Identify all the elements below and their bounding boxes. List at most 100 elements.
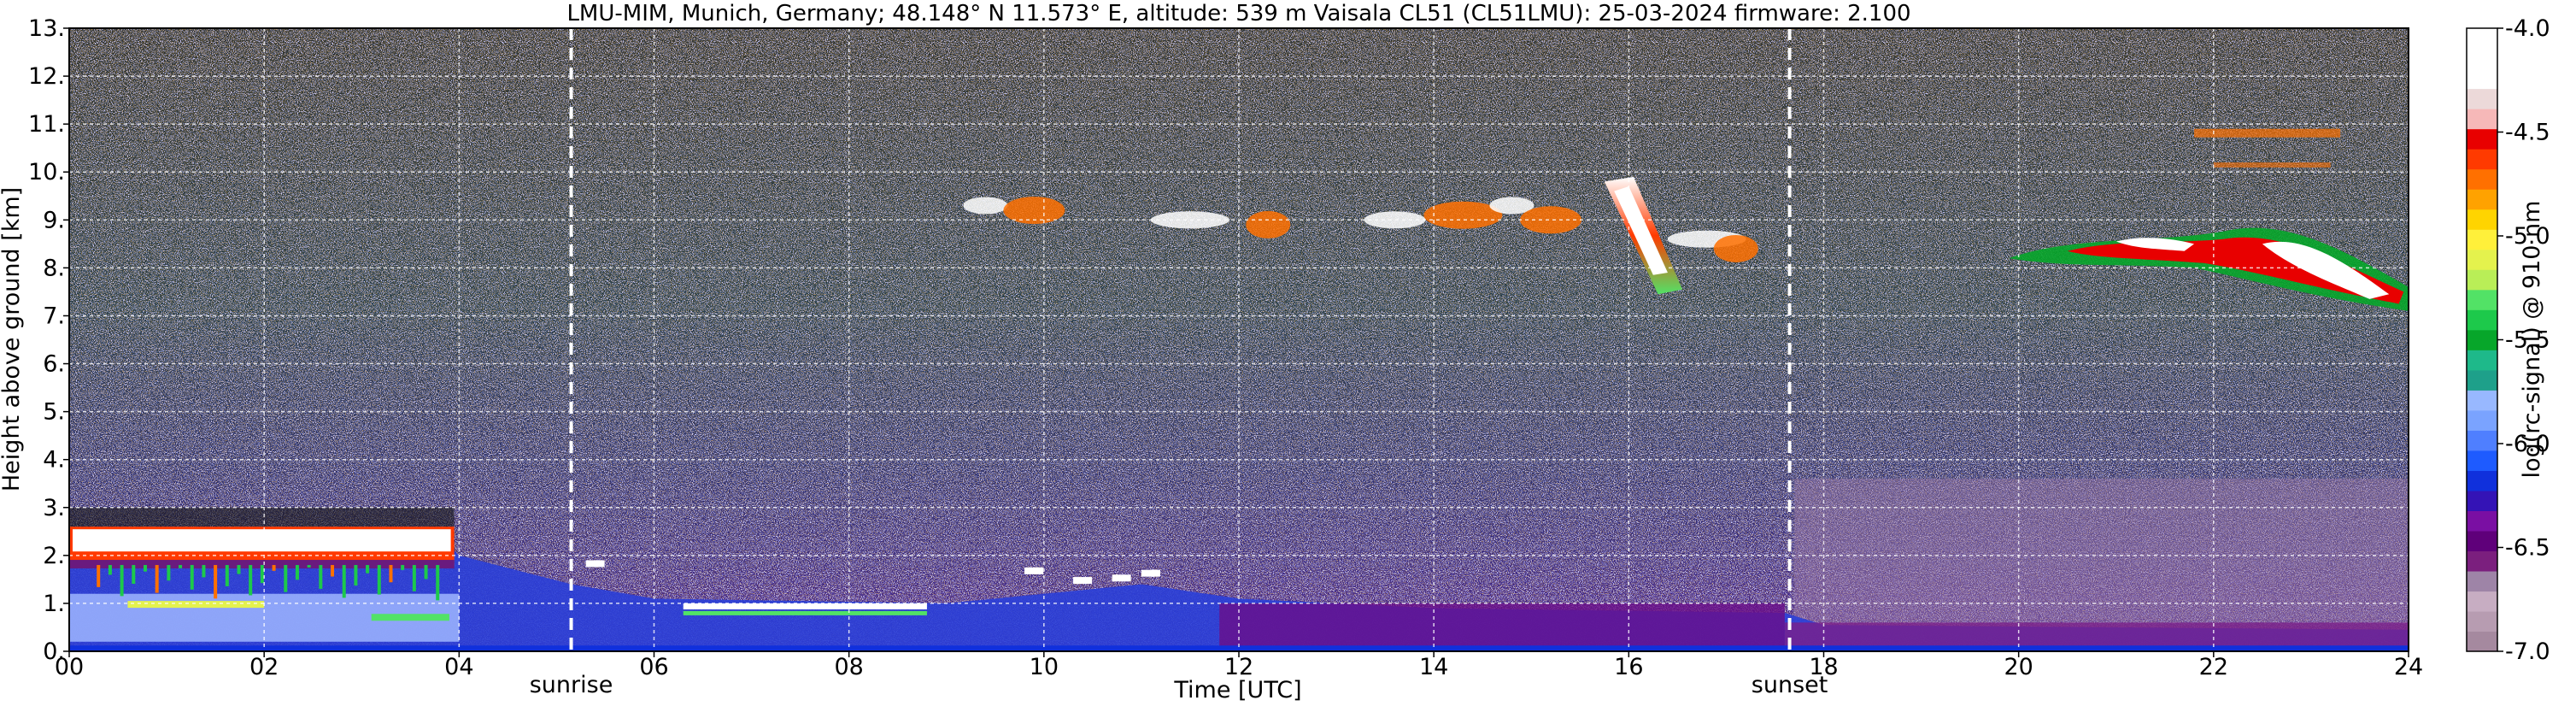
nocturnal-layer [1784, 622, 2409, 650]
colorbar-tick-label: -5.5 [2505, 327, 2550, 354]
colorbar-segment [2467, 249, 2497, 270]
colorbar-segment [2467, 229, 2497, 250]
cloud-speck [1024, 567, 1044, 574]
colorbar-segment [2467, 168, 2497, 190]
cirrus-patch [1713, 234, 1758, 262]
x-tick-label: 06 [639, 654, 668, 680]
colorbar-segment [2467, 490, 2497, 511]
dark-band-morning [69, 507, 455, 527]
colorbar-segment [2467, 149, 2497, 170]
cirrus-patch [963, 197, 1008, 215]
y-tick-label: 5. [43, 399, 65, 426]
colorbar-tick-label: -4.5 [2505, 120, 2550, 146]
low-layer-morning [127, 601, 265, 609]
high-cirrus-line [2194, 128, 2341, 138]
cirrus-patch [1423, 201, 1503, 229]
cirrus-patch [1003, 197, 1065, 225]
colorbar-segment [2467, 309, 2497, 331]
colorbar-segment [2467, 570, 2497, 592]
colorbar-tick-label: -7.0 [2505, 638, 2550, 665]
y-tick-label: 10. [28, 159, 65, 185]
y-tick-label: 6. [43, 351, 65, 378]
low-cloud-morning-rim [683, 610, 927, 615]
y-tick-label: 8. [43, 255, 65, 281]
x-tick-label: 20 [2004, 654, 2033, 680]
colorbar-segment [2467, 68, 2497, 90]
colorbar-segment [2467, 450, 2497, 471]
colorbar-segment [2467, 470, 2497, 491]
low-layer-morning-2 [371, 614, 449, 621]
colorbar-segment [2467, 631, 2497, 652]
colorbar-segment [2467, 128, 2497, 150]
colorbar-segment [2467, 369, 2497, 391]
colorbar-segment [2467, 390, 2497, 411]
colorbar-segment [2467, 109, 2497, 130]
colorbar-segment [2467, 409, 2497, 431]
cloud-speck [1073, 577, 1093, 585]
x-tick-label: 00 [55, 654, 84, 680]
y-tick-label: 3. [43, 495, 65, 521]
high-cirrus-line-2 [2213, 162, 2331, 168]
cirrus-streak-core [1614, 186, 1668, 275]
low-cloud-morning [683, 603, 927, 609]
y-axis-ticks: 0. 1. 2. 3. 4. 5. 6. 7. 8. 9. 10. 11. 12. 13. [28, 15, 69, 665]
x-tick-label: 12 [1224, 654, 1253, 680]
colorbar-segment [2467, 350, 2497, 371]
x-tick-label: 18 [1809, 654, 1838, 680]
colorbar-tick-label: -5.0 [2505, 223, 2550, 250]
colorbar-segment [2467, 430, 2497, 451]
y-tick-label: 0. [43, 638, 65, 665]
x-tick-label: 10 [1030, 654, 1059, 680]
x-tick-label: 08 [834, 654, 863, 680]
aerosol-base [69, 560, 455, 569]
grid-lines [69, 28, 2409, 651]
colorbar-segment [2467, 48, 2497, 69]
x-tick-label: 14 [1419, 654, 1448, 680]
boundary-layer-purple [1219, 603, 1785, 647]
colorbar-segment [2467, 610, 2497, 632]
sunset-label: sunset [1752, 672, 1828, 698]
cirrus-deck-core [2262, 241, 2390, 299]
y-tick-label: 2. [43, 543, 65, 569]
colorbar-segment [2467, 510, 2497, 532]
colorbar-segment [2467, 209, 2497, 230]
cirrus-deck-red [2067, 237, 2404, 304]
cloud-speck [1112, 574, 1131, 582]
x-tick-label: 04 [444, 654, 473, 680]
x-tick-label: 16 [1614, 654, 1643, 680]
y-tick-label: 12. [28, 63, 65, 90]
cloud-speck [585, 560, 605, 568]
sunrise-label: sunrise [530, 672, 613, 698]
x-tick-label: 24 [2394, 654, 2423, 680]
colorbar-tick-label: -6.5 [2505, 535, 2550, 562]
colorbar-segment [2467, 591, 2497, 612]
cirrus-patch [1489, 197, 1534, 215]
cloud-speck [1141, 569, 1160, 577]
y-axis-label: Height above ground [km] [0, 187, 25, 491]
x-axis-ticks: 00 02 04 06 08 10 12 14 16 18 20 22 24 [55, 651, 2423, 680]
colorbar: -4.0 -4.5 -5.0 -5.5 -6.0 -6.5 -7.0 [2466, 15, 2550, 665]
y-tick-label: 9. [43, 207, 65, 233]
surface-band [69, 645, 2409, 651]
colorbar-segment [2467, 189, 2497, 210]
colorbar-label: log(rc-signal) @ 910 nm [2519, 201, 2545, 479]
cirrus-patch [1364, 211, 1426, 229]
y-tick-label: 4. [43, 447, 65, 474]
y-tick-label: 7. [43, 303, 65, 329]
x-axis-label: Time [UTC] [1173, 677, 1301, 703]
cirrus-patch [1246, 210, 1291, 238]
sunrise-sunset-markers: sunrise sunset [530, 28, 1828, 698]
aerosol-top-core [73, 529, 451, 552]
chart-title: LMU-MIM, Munich, Germany; 48.148° N 11.5… [566, 1, 1910, 26]
y-tick-label: 1. [43, 591, 65, 617]
x-tick-label: 22 [2199, 654, 2228, 680]
colorbar-segment [2467, 88, 2497, 109]
cirrus-patch [1150, 211, 1229, 229]
colorbar-segment [2467, 289, 2497, 310]
colorbar-tick-label: -6.0 [2505, 431, 2550, 457]
colorbar-segment [2467, 28, 2497, 50]
cirrus-patch [1520, 206, 1582, 234]
colorbar-tick-label: -4.0 [2505, 15, 2550, 42]
